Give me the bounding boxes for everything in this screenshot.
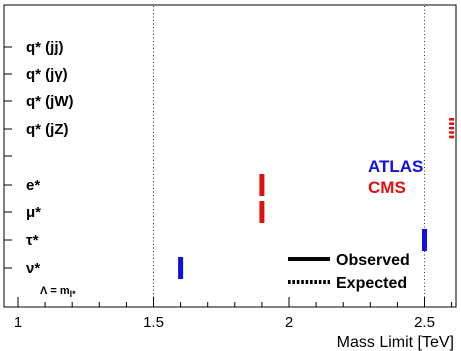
legend-observed-label: Observed bbox=[336, 252, 410, 269]
row-label: q* (jγ) bbox=[26, 66, 68, 83]
x-tick-label: 1.5 bbox=[143, 314, 164, 331]
x-axis-ticks: 11.522.533.54 bbox=[14, 297, 453, 331]
x-tick-label: 2.5 bbox=[414, 314, 435, 331]
legend-cms-label: CMS bbox=[368, 178, 406, 197]
x-tick-label: 2 bbox=[285, 314, 293, 331]
row-label: ν* bbox=[26, 260, 40, 277]
row-labels: q* (jj) q* (jγ) q* (jW) q* (jZ) e* μ* τ* ν* bbox=[4, 39, 73, 277]
row-label: e* bbox=[26, 177, 40, 194]
x-axis-label: Mass Limit [TeV] bbox=[337, 334, 454, 351]
plot-frame bbox=[3, 4, 457, 308]
row-label: μ* bbox=[26, 204, 41, 221]
row-label: q* (jj) bbox=[26, 39, 64, 56]
lambda-note: Λ = ml* bbox=[40, 285, 76, 299]
row-label: q* (jW) bbox=[26, 93, 73, 110]
lambda-note-subscript: l* bbox=[70, 289, 77, 299]
row-label: q* (jZ) bbox=[26, 121, 69, 138]
row-label: τ* bbox=[26, 232, 39, 249]
grid-lines bbox=[153, 6, 425, 306]
legend-expected-label: Expected bbox=[336, 275, 407, 292]
legend-atlas-label: ATLAS bbox=[368, 157, 423, 176]
x-tick-label: 1 bbox=[14, 314, 22, 331]
limit-marks bbox=[178, 118, 455, 279]
